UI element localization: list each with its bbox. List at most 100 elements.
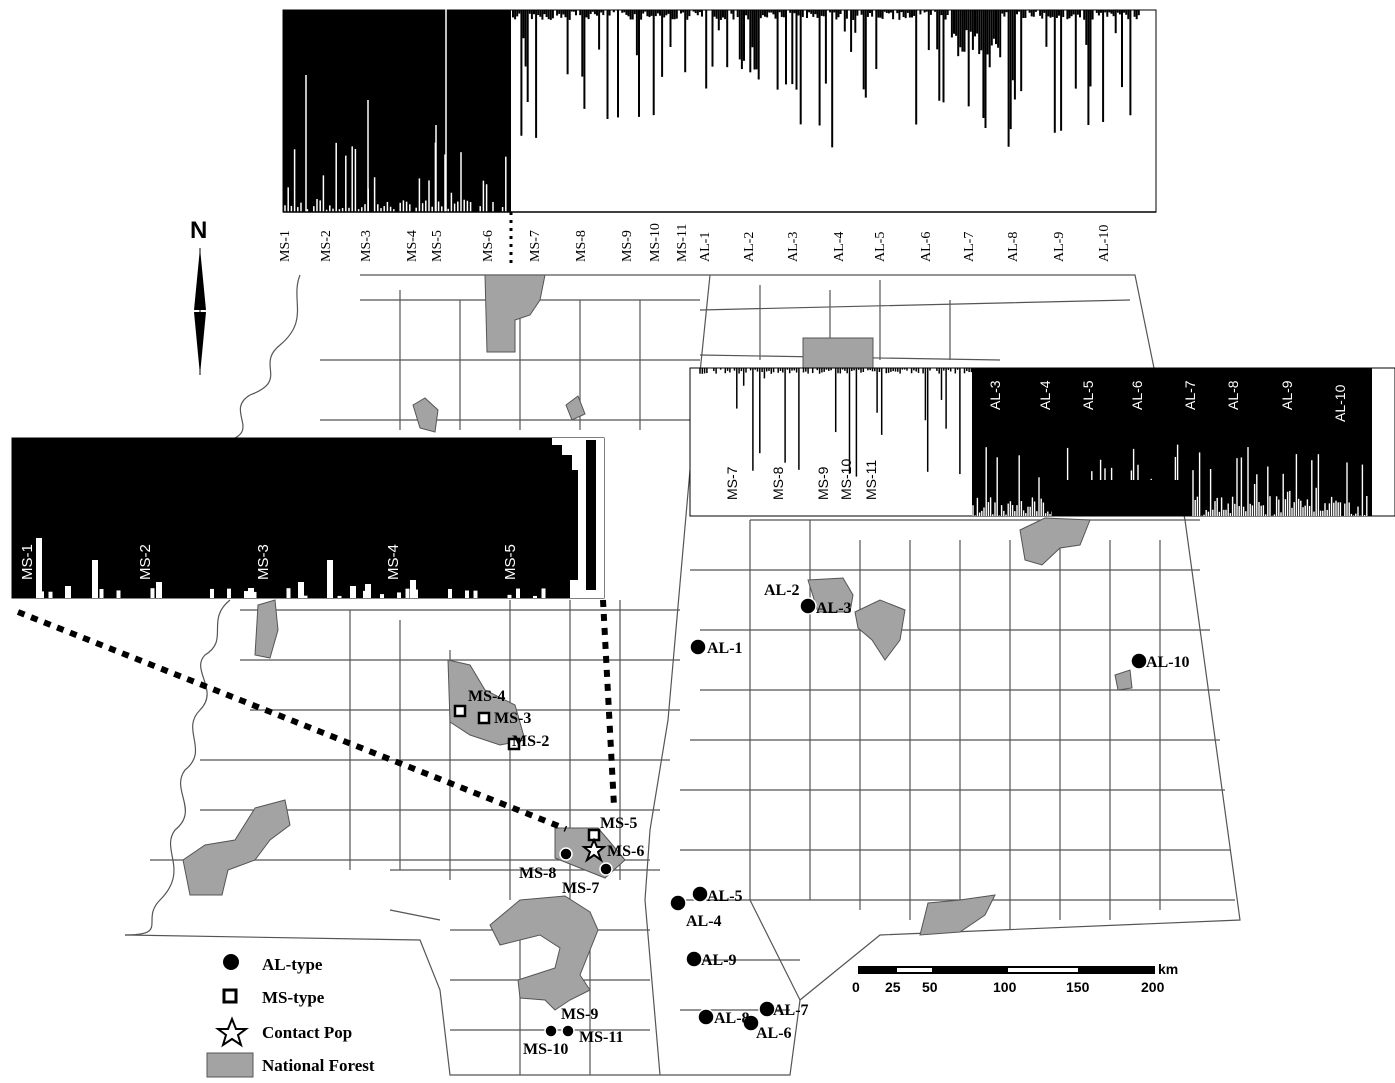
left-bar [298,582,304,598]
top-tick-label: AL-4 [832,232,847,262]
right-tick-label: AL-6 [1129,380,1145,410]
site-ms-10-marker [544,1024,558,1038]
top-tick-label: AL-2 [742,232,757,262]
left-bar [410,580,416,598]
left-bar [327,560,333,598]
left-bar [473,590,478,598]
top-tick-label: AL-9 [1052,232,1067,262]
forest-7 [854,599,906,661]
scale-tick-150: 150 [1066,979,1090,995]
site-ms-11-marker [561,1024,575,1038]
legend-contact-label: Contact Pop [262,1023,352,1042]
site-al-8-label: AL-8 [714,1010,750,1027]
legend: AL-type MS-type Contact Pop National For… [206,954,375,1078]
left-bar [350,586,356,598]
left-bar [533,595,537,598]
top-tick-label: AL-5 [873,232,888,262]
left-tick-label: MS-4 [385,544,402,580]
site-al-10-marker [1130,652,1148,670]
right-tick-label: MS-10 [838,459,854,500]
left-tick-label: MS-1 [19,544,36,580]
site-al-5-marker [691,885,709,903]
scale-tick-25: 25 [885,979,901,995]
left-bar [397,592,401,598]
right-tick-label: AL-7 [1182,380,1198,410]
left-bar [405,588,410,598]
site-ms-2-label: MS-2 [512,733,549,750]
left-bar [65,586,71,598]
top-tick-label: MS-4 [405,230,420,262]
site-al-10-label: AL-10 [1146,654,1190,671]
left-bar [516,588,520,598]
legend-ms-label: MS-type [262,988,325,1007]
left-bar [99,589,104,598]
left-tick-label: MS-3 [255,544,272,580]
connector-right [600,599,617,807]
top-structure-plot: MS-1 MS-2 MS-3 MS-4 MS-5 MS-6 MS-7 MS-8 MS-9 MS-1… [278,5,1157,268]
site-al-6-marker [742,1014,760,1032]
legend-ms-symbol [222,988,238,1004]
site-al-9-marker [685,950,703,968]
left-bar [329,591,333,598]
top-tick-label: MS-7 [528,230,543,262]
site-al-2-label: AL-2 [764,582,800,599]
site-ms-10-label: MS-10 [523,1041,568,1058]
legend-al-symbol [223,954,239,970]
forest-3 [412,397,439,433]
left-bar [248,588,254,598]
right-tick-label: AL-5 [1080,380,1096,410]
site-al-1-label: AL-1 [707,640,743,657]
left-bar [286,588,291,598]
site-al-7-label: AL-7 [773,1002,809,1019]
right-structure-plot: MS-7 MS-8 MS-9 MS-10 MS-11 AL-3 AL-4 AL-5 AL-6 AL… [689,367,1395,517]
site-al-7-marker [758,1000,776,1018]
top-tick-label: MS-5 [430,230,445,262]
national-forests [182,274,1133,1011]
left-bar [150,588,155,598]
scale-tick-100: 100 [993,979,1017,995]
left-bar [116,590,121,598]
legend-forest-label: National Forest [262,1056,375,1075]
top-tick-label: MS-9 [620,230,635,262]
connector-left [16,609,568,832]
site-ms-3-marker [477,711,491,725]
top-tick-label: AL-7 [962,232,977,262]
site-al-1-marker [689,638,707,656]
legend-forest-swatch [206,1052,254,1078]
site-ms-6-label: MS-6 [607,843,644,860]
site-ms-8-marker [559,847,573,861]
left-bar [244,591,248,598]
forest-2 [802,337,874,369]
top-tick-label: MS-10 [648,223,663,262]
left-bar [252,591,257,598]
forest-12 [182,799,291,896]
scale-unit: km [1158,961,1178,977]
scale-tick-50: 50 [922,979,938,995]
forest-13 [489,895,599,1011]
left-structure-plot: MS-1 MS-2 MS-3 MS-4 MS-5 MS-6** [11,437,605,599]
left-tick-label: MS-6** [555,529,572,580]
site-al-9-label: AL-9 [701,952,737,969]
mississippi-river [124,274,301,936]
left-bar [92,560,98,598]
forest-1 [484,274,546,353]
left-tick-label: MS-2 [137,544,154,580]
left-bar [65,593,70,598]
left-bar [40,591,44,598]
top-tick-label: AL-10 [1097,225,1112,262]
left-bar [48,591,53,598]
site-ms-2-marker [507,737,521,751]
right-tick-label: MS-11 [863,460,879,500]
top-ms-block [283,10,511,212]
right-tick-label: AL-4 [1037,380,1053,410]
forest-10 [1114,669,1133,691]
county-lines-east [670,280,1235,1011]
sites: AL-1 AL-2 AL-3 AL-4 AL-5 AL-6 AL-7 AL-8 AL-9 AL-1… [453,582,1190,1058]
site-al-4-label: AL-4 [686,913,722,930]
left-bar [541,588,546,598]
forest-14 [919,894,996,936]
site-ms-6-marker [581,837,607,863]
forest-8 [254,599,279,659]
right-tick-label: AL-8 [1225,380,1241,410]
